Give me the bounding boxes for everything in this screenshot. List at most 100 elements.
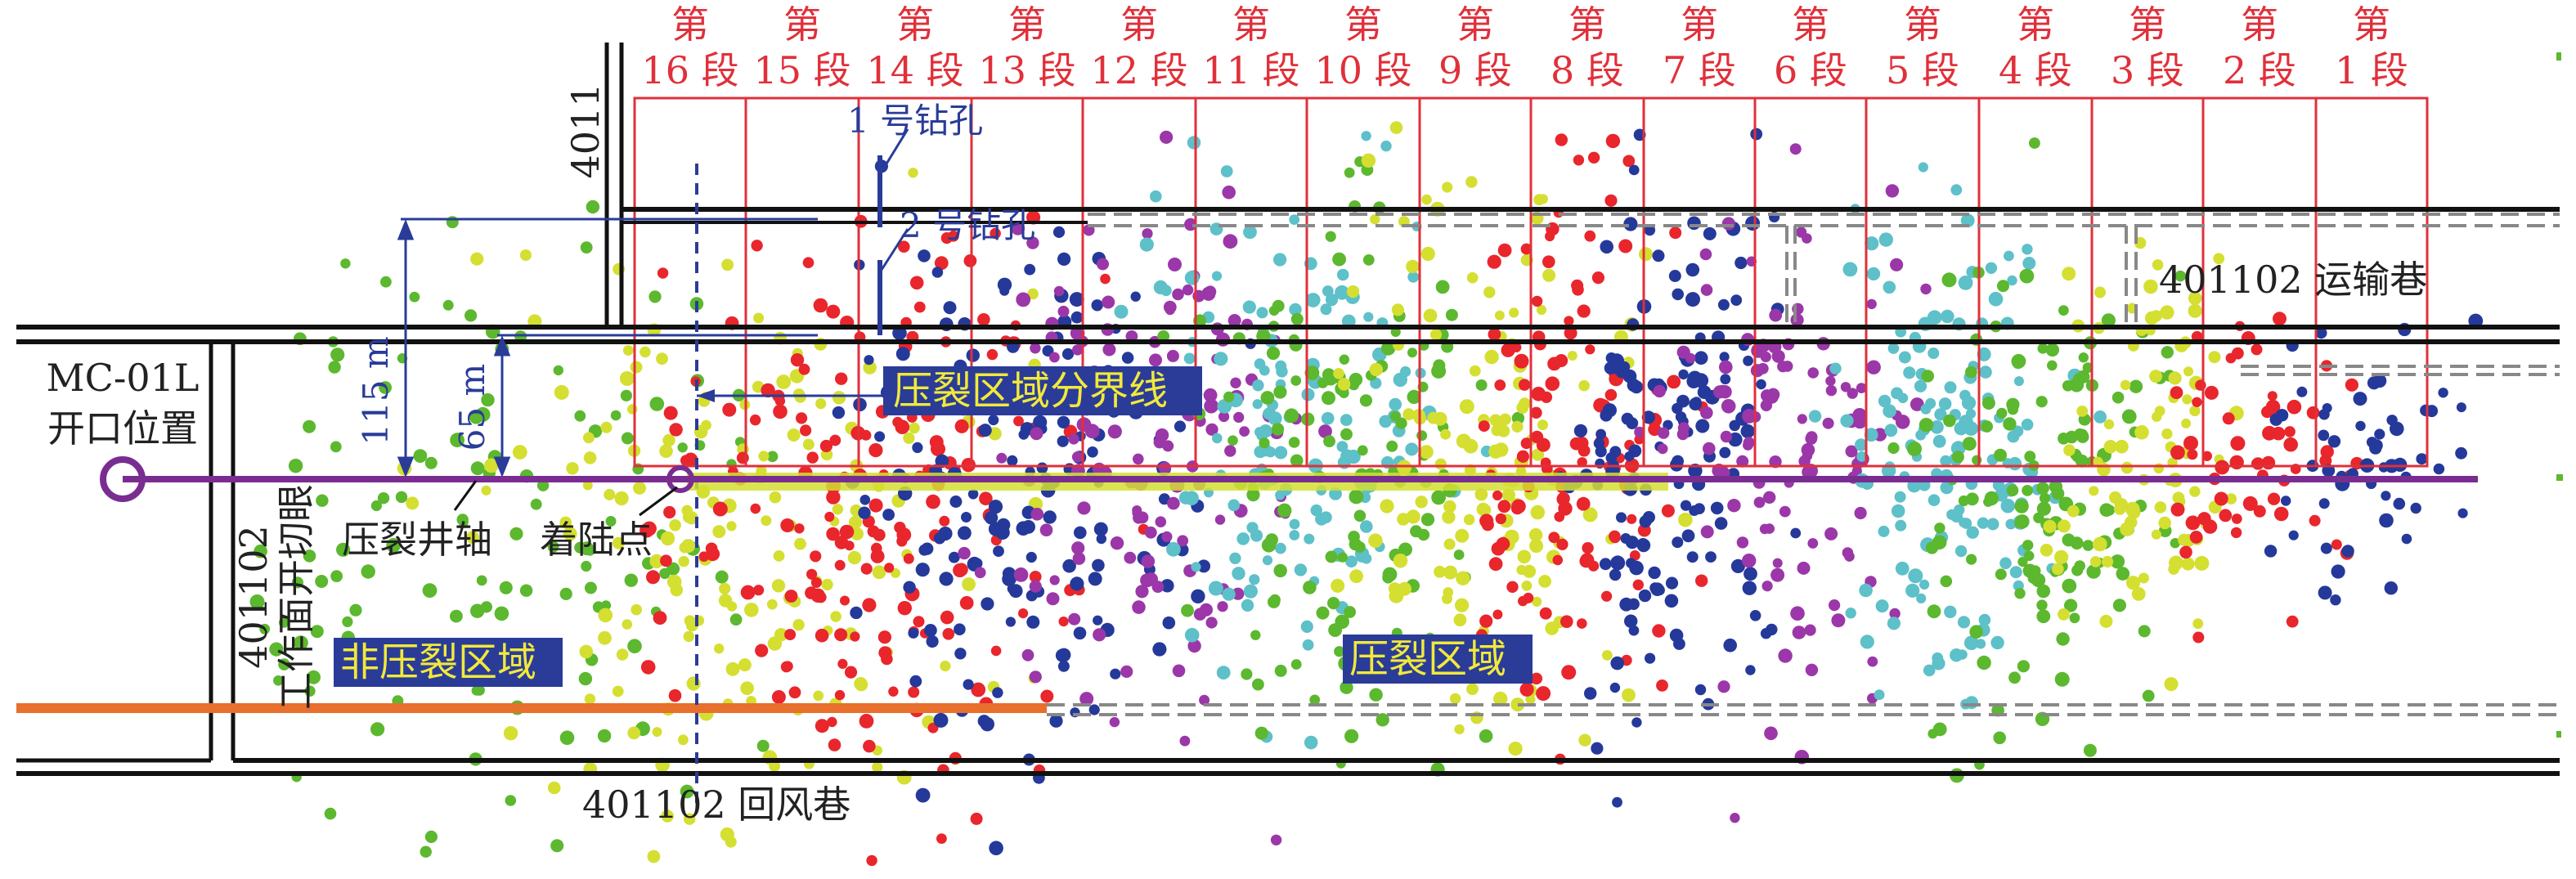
event-dot <box>1494 310 1505 321</box>
event-dot <box>1609 446 1622 458</box>
event-dot <box>1456 433 1471 449</box>
event-dot <box>926 635 939 648</box>
event-dot <box>2003 417 2017 431</box>
event-dot <box>1676 394 1690 408</box>
event-dot <box>370 722 385 737</box>
event-dot <box>1243 225 1257 240</box>
event-dot <box>2115 439 2129 454</box>
event-dot <box>420 845 432 858</box>
event-dot <box>1519 682 1534 697</box>
event-dot <box>1609 568 1622 581</box>
event-dot <box>1697 385 1712 399</box>
event-dot <box>1062 558 1076 573</box>
stage-label-line2: 11 段 <box>1202 48 1299 92</box>
event-dot <box>1560 615 1573 628</box>
event-dot <box>837 658 848 670</box>
event-dot <box>1577 457 1587 468</box>
event-dot <box>1865 236 1879 251</box>
event-dot <box>1302 639 1314 651</box>
event-dot <box>782 661 793 672</box>
event-dot <box>1250 529 1263 542</box>
event-dot <box>1824 527 1838 540</box>
event-dot <box>1204 285 1217 298</box>
event-dot <box>834 628 848 642</box>
event-dot <box>1102 295 1115 309</box>
event-dot <box>800 424 812 437</box>
event-dot <box>678 555 689 567</box>
event-dot <box>1605 352 1618 364</box>
fracturing-stage-boxes <box>633 96 2429 468</box>
event-dot <box>1442 510 1456 524</box>
event-dot <box>828 738 841 751</box>
event-dot <box>903 581 916 594</box>
event-dot <box>1567 351 1577 361</box>
event-dot <box>1415 496 1428 509</box>
event-dot <box>2183 366 2193 377</box>
event-dot <box>1625 536 1639 549</box>
event-dot <box>1018 429 1030 440</box>
event-dot <box>1678 369 1689 380</box>
event-dot <box>774 396 786 406</box>
event-dot <box>450 609 463 623</box>
event-dot <box>1449 693 1461 705</box>
event-dot <box>1443 500 1456 513</box>
transport-road-401102 <box>16 325 2560 344</box>
event-dot <box>1790 606 1805 621</box>
event-dot <box>470 603 485 618</box>
event-dot <box>1585 344 1595 355</box>
event-dot <box>259 623 271 635</box>
event-dot <box>2009 566 2022 579</box>
event-dot <box>913 301 926 313</box>
event-dot <box>586 200 600 214</box>
event-dot <box>2230 436 2246 451</box>
event-dot <box>1072 344 1084 356</box>
event-dot <box>1249 574 1260 585</box>
event-dot <box>1686 374 1701 388</box>
event-dot <box>370 500 382 512</box>
stage-label-line1: 第 <box>1008 2 1046 47</box>
event-dot <box>1806 431 1818 443</box>
event-dot <box>1631 717 1642 728</box>
event-dot <box>1222 185 1236 200</box>
event-dot <box>580 241 593 253</box>
event-dot <box>915 787 931 803</box>
event-dot <box>830 611 841 622</box>
event-dot <box>1624 614 1638 628</box>
event-dot <box>2058 608 2070 621</box>
event-dot <box>2127 505 2141 519</box>
event-dot <box>815 591 827 603</box>
event-dot <box>2345 378 2358 392</box>
event-dot <box>409 291 420 303</box>
event-dot <box>1699 248 1712 261</box>
event-dot <box>1340 414 1353 426</box>
event-dot <box>2192 397 2202 407</box>
event-dot <box>1026 615 1040 629</box>
stage-label-line2: 7 段 <box>1663 48 1736 92</box>
event-dot <box>1921 370 1934 383</box>
event-dot <box>1561 665 1577 680</box>
event-dot <box>948 230 959 242</box>
event-dot <box>726 521 737 531</box>
event-dot <box>2393 497 2406 510</box>
event-dot <box>605 516 617 527</box>
event-dot <box>829 434 841 446</box>
event-dot <box>1887 442 1900 455</box>
event-dot <box>2129 379 2143 393</box>
event-dot <box>1109 716 1120 728</box>
event-dot <box>949 496 963 508</box>
stage-label-line2: 16 段 <box>641 48 738 92</box>
event-dot <box>834 559 846 571</box>
event-dot <box>771 690 786 704</box>
event-dot <box>660 554 672 567</box>
event-dot <box>1030 343 1041 354</box>
event-dot <box>406 496 420 510</box>
event-dot <box>1555 133 1568 146</box>
opening-label-line1: MC-01L <box>47 356 200 400</box>
event-dot <box>1191 589 1205 603</box>
event-dot <box>2049 479 2062 494</box>
event-dot <box>1669 628 1684 643</box>
event-dot <box>824 511 835 522</box>
event-dot <box>755 644 769 657</box>
event-dot <box>2112 391 2125 404</box>
